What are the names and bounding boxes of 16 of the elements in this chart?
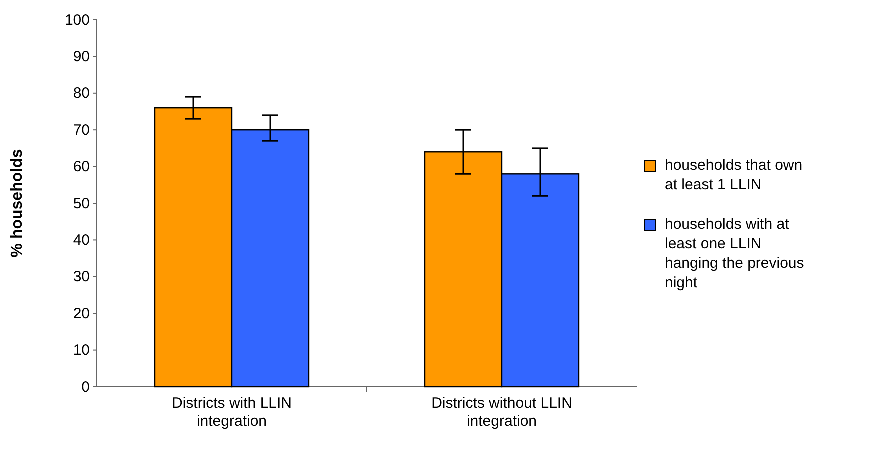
- y-tick-label: 90: [73, 48, 90, 66]
- y-tick-label: 20: [73, 305, 90, 322]
- x-tick-label: Districts with LLIN integration: [172, 395, 292, 430]
- y-tick-label: 0: [82, 378, 90, 396]
- y-tick-label: 10: [73, 342, 90, 360]
- y-axis-title: % households: [9, 149, 26, 258]
- y-tick-label: 80: [73, 85, 90, 102]
- y-tick-label: 70: [73, 122, 90, 139]
- legend-label: households that own at least 1 LLIN: [665, 157, 803, 194]
- y-tick-label: 50: [73, 195, 90, 212]
- legend-label: households with at least one LLIN hanging the previous night: [665, 216, 804, 292]
- y-tick-label: 40: [73, 232, 90, 249]
- x-tick-label: Districts without LLIN integration: [432, 395, 572, 430]
- y-tick-label: 60: [73, 158, 90, 176]
- y-tick-label: 30: [73, 268, 90, 286]
- y-tick-label: 100: [64, 12, 90, 29]
